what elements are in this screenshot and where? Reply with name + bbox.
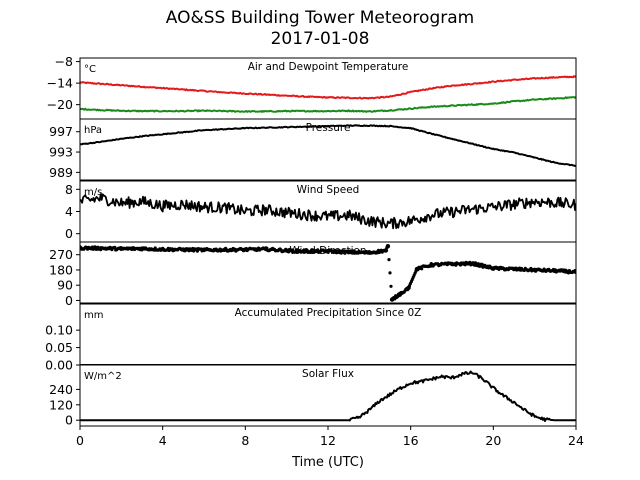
x-tick-label: 24	[568, 433, 584, 448]
y-tick-label: −14	[47, 76, 73, 91]
y-tick-label: 180	[49, 262, 73, 277]
series-line-5-0	[80, 370, 576, 422]
unit-label: mm	[84, 310, 103, 321]
y-tick-label: −20	[47, 97, 73, 112]
x-tick-label: 0	[76, 433, 84, 448]
y-tick-label: 0.00	[45, 358, 73, 373]
y-tick-label: 120	[49, 397, 73, 412]
figure-subtitle: 2017-01-08	[270, 29, 370, 49]
panel-title: Wind Speed	[297, 184, 360, 196]
panel-title: Accumulated Precipitation Since 0Z	[235, 307, 422, 319]
y-tick-label: 0	[65, 413, 73, 428]
y-tick-label: 989	[49, 165, 73, 180]
x-axis-label: Time (UTC)	[291, 455, 364, 470]
figure-title: AO&SS Building Tower Meteorogram	[165, 8, 475, 28]
x-tick-label: 12	[320, 433, 336, 448]
x-tick-label: 8	[241, 433, 249, 448]
y-tick-label: 8	[65, 182, 73, 197]
panel-title: Pressure	[306, 122, 351, 134]
series-line-2-0	[80, 193, 576, 230]
panel-frame	[79, 118, 577, 181]
y-tick-label: 0.05	[45, 340, 73, 355]
y-tick-label: 997	[49, 124, 73, 139]
panel-frame	[79, 241, 577, 304]
unit-label: m/s	[84, 187, 102, 198]
series-line-1-0	[80, 124, 576, 167]
y-tick-label: 0.10	[45, 323, 73, 338]
series-line-0-0	[80, 75, 576, 100]
panel-title: Solar Flux	[302, 368, 354, 380]
y-tick-label: −8	[55, 54, 73, 69]
panel-1: 997 993 989 hPa Pressure	[49, 118, 577, 181]
y-tick-label: 993	[49, 145, 73, 160]
y-tick-label: 4	[65, 204, 73, 219]
y-tick-label: 270	[49, 247, 73, 262]
panel-0: −8 −14 −20 °C Air and Dewpoint Temperature	[47, 54, 577, 120]
y-tick-label: 240	[49, 382, 73, 397]
y-tick-label: 0	[65, 226, 73, 241]
panel-title: Air and Dewpoint Temperature	[248, 61, 409, 73]
series-line-0-1	[80, 96, 576, 113]
y-tick-label: 90	[57, 278, 73, 293]
panel-2: 8 4 0 m/s Wind Speed	[65, 180, 577, 243]
panel-4: 0.10 0.05 0.00 mm Accumulated Precipitation …	[45, 303, 577, 373]
panel-title: Wind Direction	[289, 245, 366, 257]
unit-label: hPa	[84, 125, 102, 136]
y-tick-label: 0	[65, 293, 73, 308]
x-tick-label: 16	[403, 433, 419, 448]
x-tick-label: 20	[485, 433, 501, 448]
x-tick-label: 4	[159, 433, 167, 448]
unit-label: °C	[84, 64, 96, 75]
unit-label: W/m^2	[84, 371, 122, 382]
